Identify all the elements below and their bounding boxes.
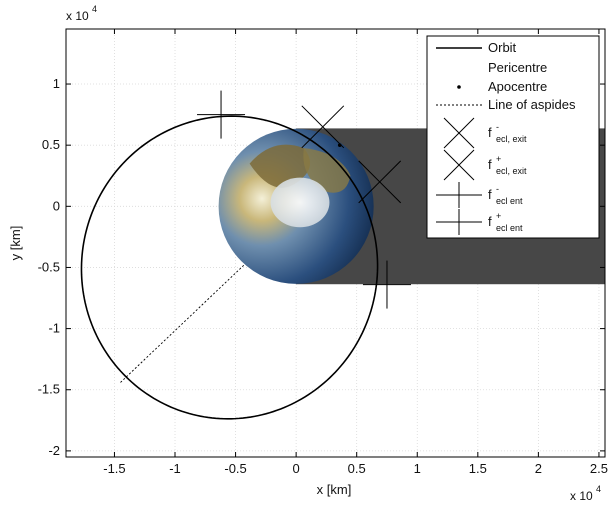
legend-label: f [488,187,492,202]
ecl-exit-minus-marker [301,105,345,149]
line-of-apsides [120,264,245,383]
x-tick-label: 0 [293,461,300,476]
legend-label-sup: + [496,211,501,221]
x-tick-label: 2 [535,461,542,476]
svg-text:x 10: x 10 [66,9,89,23]
y-tick-label: -0.5 [38,259,60,274]
y-tick-label: 1 [53,76,60,91]
legend-label: Line of aspides [488,97,576,112]
legend: Orbit Pericentre Apocentre Line of aspides f… [426,35,600,239]
legend-label: Orbit [488,40,517,55]
x-tick-label: -0.5 [224,461,246,476]
axis-ticks: -1.5 -1 -0.5 0 0.5 1 1.5 2 2.5 -2 -1.5 -1 -0.5 0 0.5 1 [38,29,608,476]
legend-swatch-x [443,149,475,181]
legend-label-sup: - [496,184,499,194]
legend-label: f [488,214,492,229]
legend-label-sub: ecl, exit [496,134,527,144]
y-tick-label: -1.5 [38,382,60,397]
x-tick-label: 2.5 [590,461,608,476]
x-tick-label: 1.5 [469,461,487,476]
legend-label-sub: ecl ent [496,223,523,233]
x-tick-label: -1.5 [103,461,125,476]
svg-text:4: 4 [596,484,601,494]
earth-polar-ice [270,177,330,228]
y-axis-label: y [km] [8,226,23,261]
earth-landmass [249,144,311,188]
x-exponent: x 10 4 [570,484,601,503]
y-exponent: x 10 4 [66,4,97,23]
x-tick-label: -1 [169,461,181,476]
legend-label: Apocentre [488,79,547,94]
legend-swatch-apocentre [457,85,461,89]
axes-box [65,28,606,458]
legend-label-sup: + [496,154,501,164]
svg-text:x 10: x 10 [570,489,593,503]
y-tick-label: 0 [53,198,60,213]
legend-label: Pericentre [488,60,547,75]
svg-text:4: 4 [92,4,97,14]
legend-label: f [488,125,492,140]
legend-swatch-x [443,117,475,149]
x-tick-label: 0.5 [348,461,366,476]
x-tick-label: 1 [414,461,421,476]
ecl-exit-plus-marker [358,160,402,204]
legend-label-sub: ecl, exit [496,166,527,176]
legend-label-sub: ecl ent [496,196,523,206]
x-axis-label: x [km] [317,482,352,497]
legend-label-sup: - [496,122,499,132]
earth [218,128,374,284]
eclipse-markers [197,90,411,309]
orbit-line [80,115,379,420]
legend-label: f [488,157,492,172]
y-tick-label: 0.5 [42,137,60,152]
y-tick-label: -1 [48,321,60,336]
y-tick-label: -2 [48,443,60,458]
